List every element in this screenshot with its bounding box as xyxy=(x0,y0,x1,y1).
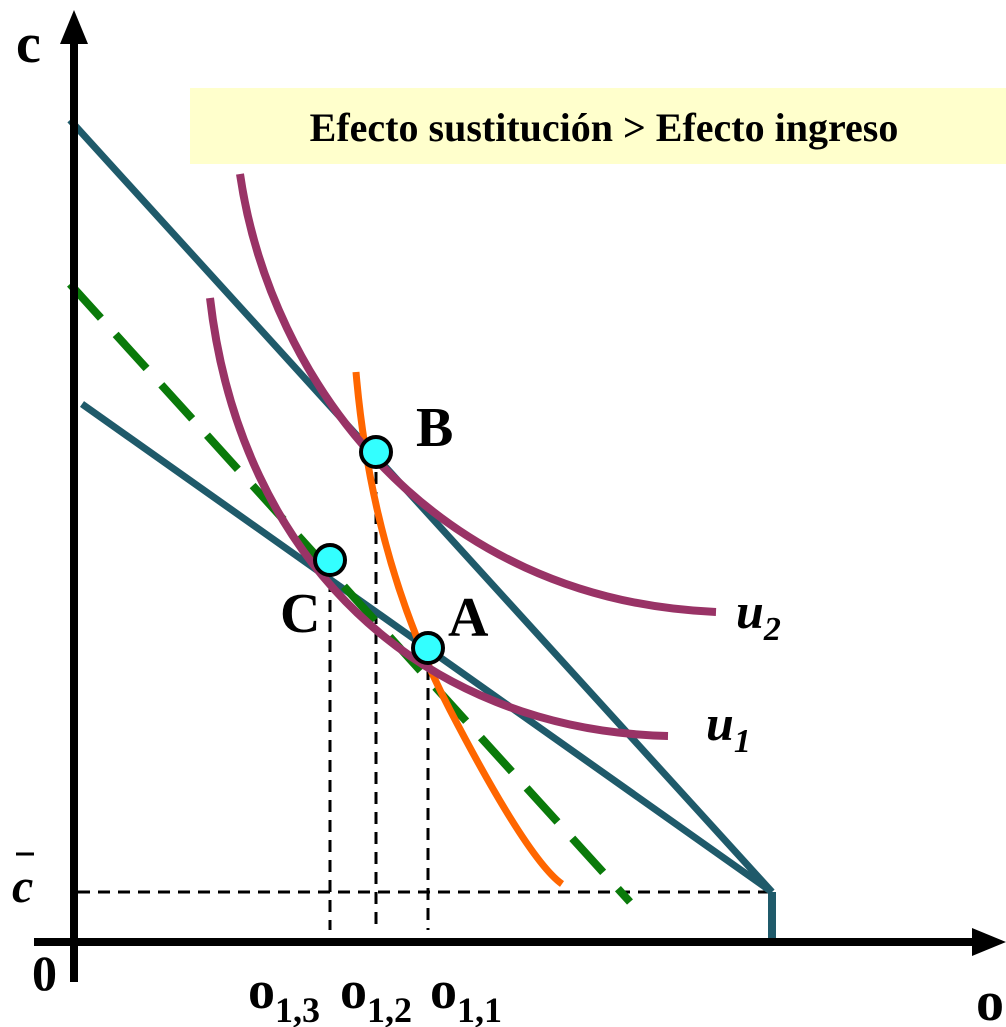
point-c-label: C xyxy=(280,583,320,645)
compensated-budget-line xyxy=(67,281,633,905)
title-text: Efecto sustitución > Efecto ingreso xyxy=(310,105,899,150)
point-a xyxy=(411,631,445,665)
u2-label: u2 xyxy=(736,583,781,648)
guide-lines xyxy=(78,452,772,930)
indifference-curve-u1 xyxy=(206,297,669,740)
point-b xyxy=(359,435,393,469)
x-axis-label: o xyxy=(976,971,1004,1027)
u1-label: u1 xyxy=(706,695,751,760)
tick-o11: o1,1 xyxy=(430,960,502,1027)
tick-o13: o1,3 xyxy=(248,960,320,1027)
tick-o12: o1,2 xyxy=(340,960,412,1027)
origin-label: 0 xyxy=(32,945,57,1001)
x-axis-arrow xyxy=(972,928,1006,956)
c-bar-label: c xyxy=(12,860,33,913)
y-axis-arrow xyxy=(60,10,88,44)
title-box xyxy=(190,88,1006,164)
y-axis-label: c xyxy=(16,13,41,75)
point-b-label: B xyxy=(416,397,453,459)
point-a-label: A xyxy=(448,587,489,649)
point-c xyxy=(313,543,347,577)
offer-curve xyxy=(352,371,565,887)
